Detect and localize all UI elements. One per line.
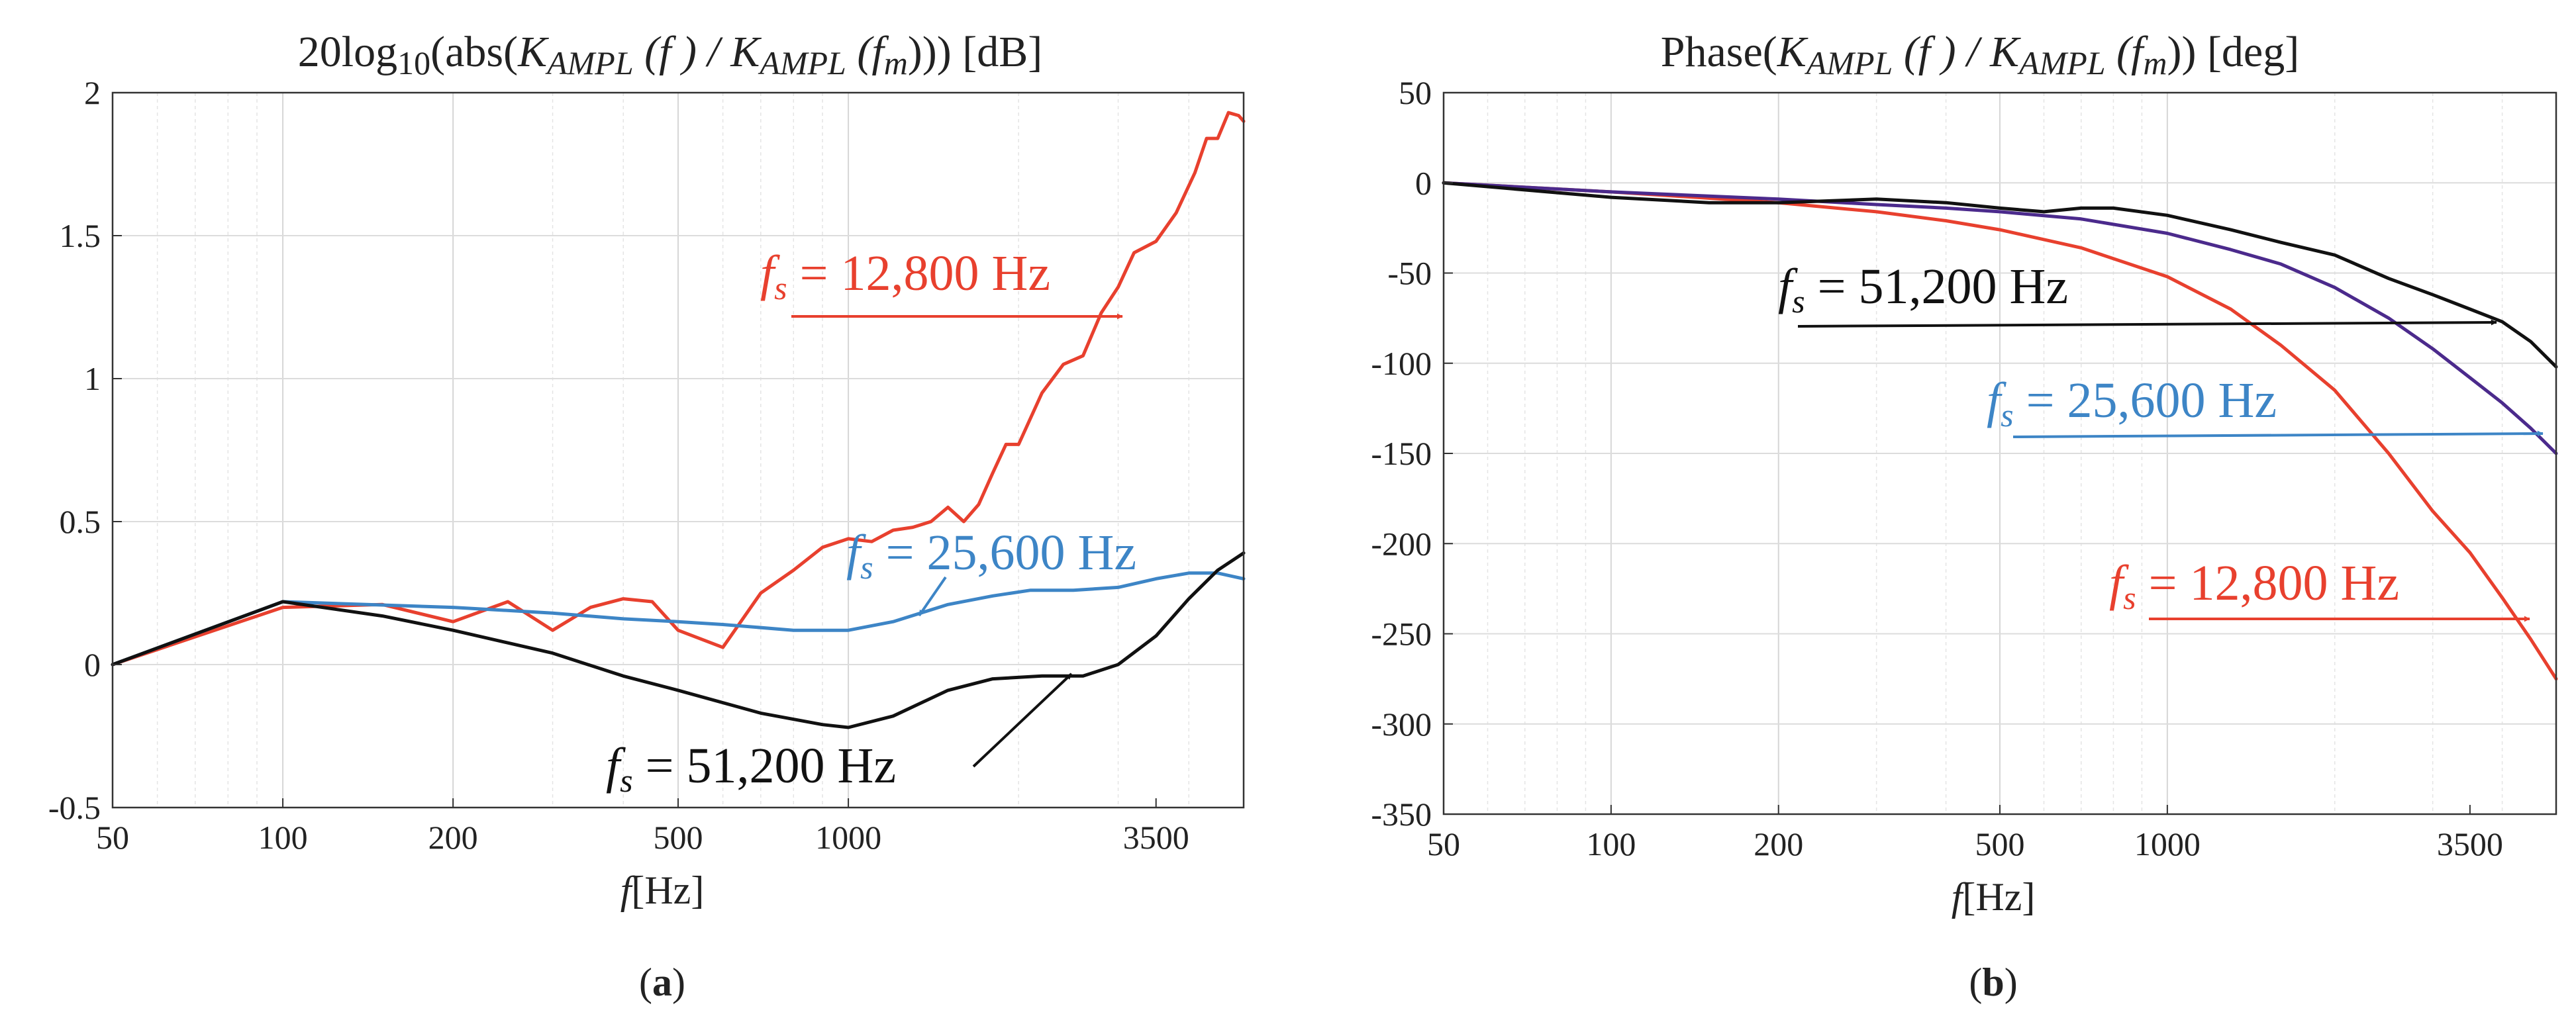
panel-b-phase-chart: Phase(KAMPL (f ) / KAMPL (fm)) [deg] -35… xyxy=(1371,28,2558,1004)
ann-a1-rest: = 12,800 Hz xyxy=(787,246,1050,301)
panel-a-grid xyxy=(113,93,1244,808)
x-tick-label: 100 xyxy=(258,819,308,856)
y-tick-label: 0.5 xyxy=(60,503,101,540)
panel-a-title-sub10: 10 xyxy=(397,44,430,81)
ann-b3-sub: s xyxy=(2123,579,2136,616)
x-tick-label: 50 xyxy=(96,819,129,856)
panel-a-annotation-51200: fs = 51,200 Hz xyxy=(606,738,896,799)
y-tick-label: 1 xyxy=(84,360,101,397)
panel-a-title-mid: (abs( xyxy=(430,28,518,76)
panel-a-x-tick-labels: 50 100 200 500 1000 3500 xyxy=(96,798,1189,856)
panel-b-series xyxy=(1442,181,2558,681)
panel-a-title-farg: (f ) / xyxy=(634,28,731,76)
panel-a-title-fm: (f xyxy=(846,28,889,76)
ann-b3-rest: = 12,800 Hz xyxy=(2136,555,2399,611)
panel-b-annotation-51200: fs = 51,200 Hz xyxy=(1778,259,2068,320)
y-tick-label: -300 xyxy=(1371,706,1432,743)
series-line-2 xyxy=(1442,181,2558,369)
x-tick-label: 1000 xyxy=(2134,825,2201,862)
series-line-1 xyxy=(1442,181,2558,455)
panel-a-title: 20log10(abs(KAMPL (f ) / KAMPL (fm))) [d… xyxy=(298,28,1042,81)
ann-b1-sub: s xyxy=(1792,283,1805,320)
panel-b-arrow-51200 xyxy=(1797,319,2497,328)
x-tick-label: 3500 xyxy=(1123,819,1189,856)
panel-a-title-close: ))) [dB] xyxy=(908,28,1042,76)
panel-a-magnitude-chart: 20log10(abs(KAMPL (f ) / KAMPL (fm))) [d… xyxy=(48,28,1246,1004)
ann-b1-rest: = 51,200 Hz xyxy=(1805,259,2068,314)
panel-a-arrow-25600 xyxy=(918,576,947,617)
panel-b-x-tick-labels: 50 100 200 500 1000 3500 xyxy=(1427,805,2503,862)
panel-a-annotation-12800: fs = 12,800 Hz xyxy=(760,246,1050,306)
panel-a-title-k2: K xyxy=(730,28,762,76)
x-tick-label: 100 xyxy=(1586,825,1636,862)
panel-b-xlabel: f[Hz] xyxy=(1952,875,2036,919)
y-tick-label: 2 xyxy=(84,74,101,111)
y-tick-label: -100 xyxy=(1371,345,1432,382)
y-tick-label: -250 xyxy=(1371,616,1432,653)
ann-a3-rest: = 51,200 Hz xyxy=(633,738,896,794)
panel-a-title-prefix: 20log xyxy=(298,28,397,76)
x-tick-label: 200 xyxy=(1754,825,1803,862)
x-tick-label: 50 xyxy=(1427,825,1460,862)
panel-a-title-k1-sub: AMPL xyxy=(545,44,634,81)
panel-b-title-k1-sub: AMPL xyxy=(1805,44,1893,81)
panel-a-y-tick-labels: -0.5 0 0.5 1 1.5 2 xyxy=(48,74,122,826)
panel-b-title-fm-sub: m xyxy=(2143,44,2167,81)
panel-a-label-open: ( xyxy=(639,960,652,1004)
ann-a1-sub: s xyxy=(774,269,787,306)
panel-b-title-prefix: Phase( xyxy=(1661,28,1777,76)
y-tick-label: 0 xyxy=(1415,164,1432,201)
panel-b-arrow-25600 xyxy=(2012,430,2544,438)
ann-b2-sub: s xyxy=(2001,396,2013,434)
y-tick-label: -200 xyxy=(1371,525,1432,562)
panel-a-xlabel-unit: [Hz] xyxy=(631,868,704,912)
panel-b-annotation-12800: fs = 12,800 Hz xyxy=(2109,555,2399,616)
panel-b-label: (b) xyxy=(1969,960,2017,1004)
series-line-0 xyxy=(111,111,1246,667)
x-tick-label: 1000 xyxy=(815,819,881,856)
x-tick-label: 500 xyxy=(654,819,703,856)
series-line-1 xyxy=(111,571,1246,667)
panel-b-label-open: ( xyxy=(1969,960,1982,1004)
panel-a-arrow-51200 xyxy=(972,673,1073,768)
panel-b-y-tick-labels: -350 -300 -250 -200 -150 -100 -50 0 50 xyxy=(1371,74,1453,833)
series-line-0 xyxy=(1442,181,2558,681)
y-tick-label: 0 xyxy=(84,646,101,683)
panel-b-label-letter: b xyxy=(1982,960,2004,1004)
ann-a3-sub: s xyxy=(620,762,632,799)
panel-b-label-close: ) xyxy=(2005,960,2018,1004)
panel-a-title-k2-sub: AMPL xyxy=(758,44,846,81)
panel-b-title-k2-sub: AMPL xyxy=(2017,44,2106,81)
panel-a-xlabel: f[Hz] xyxy=(620,868,705,912)
panel-a-title-k1: K xyxy=(517,28,549,76)
y-tick-label: -0.5 xyxy=(48,789,101,826)
panel-a-series xyxy=(111,111,1246,729)
panel-b-title-close: )) [deg] xyxy=(2167,28,2299,76)
panel-b-title-k2: K xyxy=(1989,28,2021,76)
ann-b2-rest: = 25,600 Hz xyxy=(2014,373,2277,428)
panel-b-title-k1: K xyxy=(1777,28,1808,76)
y-tick-label: 1.5 xyxy=(60,217,101,254)
panel-a-label: (a) xyxy=(639,960,685,1004)
x-tick-label: 3500 xyxy=(2437,825,2503,862)
panel-b-title-farg: (f ) / xyxy=(1893,28,1990,76)
x-tick-label: 500 xyxy=(1975,825,2025,862)
panel-a-label-letter: a xyxy=(652,960,672,1004)
series-line-2 xyxy=(111,551,1246,729)
panel-b-title-fm: (f xyxy=(2106,28,2148,76)
panel-b-annotation-25600: fs = 25,600 Hz xyxy=(1987,373,2277,434)
panel-a-label-close: ) xyxy=(672,960,685,1004)
panel-a-title-fm-sub: m xyxy=(884,44,908,81)
ann-a2-sub: s xyxy=(860,549,873,586)
y-tick-label: -350 xyxy=(1371,796,1432,833)
x-tick-label: 200 xyxy=(428,819,478,856)
y-tick-label: 50 xyxy=(1399,74,1432,111)
ann-a2-rest: = 25,600 Hz xyxy=(873,525,1136,581)
y-tick-label: -150 xyxy=(1371,435,1432,472)
panel-b-title: Phase(KAMPL (f ) / KAMPL (fm)) [deg] xyxy=(1661,28,2299,81)
panel-b-xlabel-unit: [Hz] xyxy=(1962,875,2035,919)
panel-a-annotation-25600: fs = 25,600 Hz xyxy=(846,525,1136,586)
y-tick-label: -50 xyxy=(1387,255,1432,292)
